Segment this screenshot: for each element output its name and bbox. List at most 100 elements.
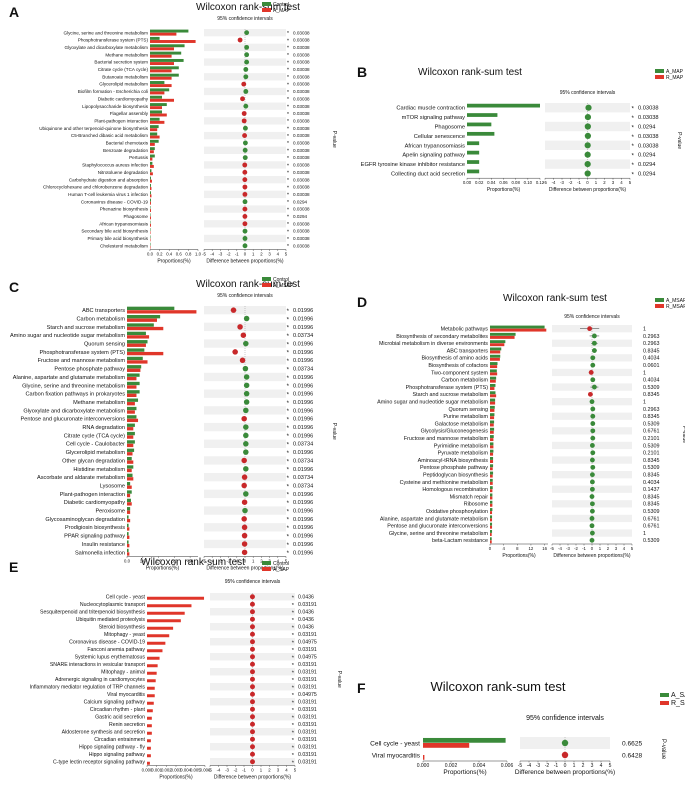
significance-star: * <box>632 171 635 178</box>
bar-a_msap <box>490 537 492 541</box>
category-label: Carbon fixation pathways in prokaryotes <box>26 392 126 398</box>
bar-a_msap <box>127 535 130 539</box>
bar-a_map <box>467 150 480 155</box>
significance-star: * <box>287 433 290 440</box>
bar-a_msap <box>127 418 139 423</box>
bar-a_msap <box>127 460 134 464</box>
bar-a_msap <box>127 435 134 439</box>
p-value: 0.03191 <box>298 707 317 713</box>
diff-tick-label: -3 <box>218 559 222 564</box>
prop-tick-label: 0.06 <box>499 180 508 185</box>
bar-control <box>150 44 185 48</box>
category-label: Aldosterone synthesis and secretion <box>62 730 145 736</box>
diff-tick-label: 0 <box>564 763 567 769</box>
bar-a_msap <box>127 493 131 498</box>
significance-star: * <box>287 127 289 133</box>
bar-control <box>127 348 145 352</box>
diff-point <box>250 639 255 645</box>
significance-star: * <box>292 715 295 721</box>
p-value: 0.03038 <box>293 118 310 123</box>
category-label: Pentose phosphate pathway <box>420 465 488 471</box>
diff-point <box>243 449 249 455</box>
p-value: 0.8345 <box>643 494 660 500</box>
diff-tick-label: -2 <box>234 768 238 773</box>
significance-star: * <box>287 400 290 407</box>
panel-title: Wilcoxon rank-sum test <box>418 67 522 78</box>
p-value: 0.03038 <box>293 163 310 168</box>
p-value: 0.01996 <box>293 525 313 531</box>
diff-tick-label: 4 <box>620 180 623 185</box>
bar-control <box>127 532 129 536</box>
bar-control <box>150 36 160 40</box>
category-label: Pyruvate metabolism <box>438 451 489 457</box>
pvalue-axis-label: P-value <box>336 671 342 688</box>
category-label: mTOR signaling pathway <box>402 115 466 121</box>
p-value: 0.03038 <box>293 229 310 234</box>
diff-point <box>589 443 595 448</box>
legend-label: R_MSAP <box>666 304 685 310</box>
diff-point <box>250 721 255 727</box>
category-label: Quorum sensing <box>448 407 488 413</box>
category-label: Pentose and glucuronate interconversions <box>21 417 126 423</box>
bar-a_map <box>150 135 160 139</box>
diff-tick-label: -4 <box>527 763 532 769</box>
legend-label: A_SAP <box>671 692 685 699</box>
p-value: 0.03038 <box>293 67 310 72</box>
bar-a_msap <box>490 515 493 519</box>
pvalue-axis-label: P-value <box>331 423 337 440</box>
p-value: 0.5309 <box>643 509 660 515</box>
bar-a_msap <box>127 326 164 331</box>
p-value: 0.4034 <box>643 480 660 486</box>
category-label: Glycerolipid metabolism <box>66 450 126 456</box>
category-label: Citrate cycle (TCA cycle) <box>64 433 125 439</box>
diff-point <box>243 74 249 80</box>
p-value: 0.03038 <box>293 89 310 94</box>
bar-a_sap <box>423 737 506 743</box>
p-value: 0.2101 <box>643 436 660 442</box>
bar-r_msap <box>490 408 495 412</box>
diff-point <box>242 162 248 168</box>
diff-point <box>250 736 255 742</box>
diff-point <box>250 661 255 667</box>
bar-r_msap <box>490 387 495 390</box>
bar-control <box>127 548 129 553</box>
bar-a_sap <box>147 656 160 660</box>
significance-star: * <box>287 215 289 221</box>
significance-star: * <box>287 391 290 398</box>
diff-point <box>242 140 248 146</box>
bar-control <box>150 161 153 165</box>
p-value: 0.03038 <box>293 111 310 116</box>
p-value: 0.03734 <box>293 333 313 339</box>
category-label: C5-Branched dibasic acid metabolism <box>71 133 148 138</box>
bar-a_map <box>150 164 154 168</box>
diff-tick-label: -3 <box>218 252 222 257</box>
p-value: 0.01996 <box>293 467 313 473</box>
bar-r_msap <box>490 335 515 339</box>
significance-star: * <box>287 442 290 449</box>
diff-axis-label: Difference between proportions(%) <box>553 553 631 559</box>
bar-a_sap <box>147 671 157 675</box>
diff-tick-label: 5 <box>294 768 297 773</box>
bar-a_msap <box>490 449 494 453</box>
diff-point <box>589 486 595 492</box>
p-value: 0.03038 <box>293 52 310 57</box>
bar-a_msap <box>127 368 141 372</box>
significance-star: * <box>287 508 290 515</box>
bar-a_map <box>467 131 495 136</box>
bar-control <box>127 381 140 386</box>
p-value: 0.2963 <box>643 341 660 347</box>
bar-a_msap <box>127 360 148 364</box>
category-label: Glycine, serine and threonine metabolism <box>63 30 148 35</box>
bar-a_map <box>150 62 174 66</box>
bar-a_map <box>150 113 167 117</box>
diff-tick-label: -2 <box>569 180 573 185</box>
legend-swatch <box>262 283 271 287</box>
bar-control <box>150 147 155 151</box>
diff-point <box>589 399 595 405</box>
diff-tick-label: 4 <box>623 546 626 551</box>
bar-a_msap <box>127 518 131 523</box>
category-label: Hippo signaling pathway - fly <box>79 745 145 751</box>
prop-tick-label: 0.000 <box>417 763 430 769</box>
prop-tick-label: 0.0 <box>124 559 131 564</box>
